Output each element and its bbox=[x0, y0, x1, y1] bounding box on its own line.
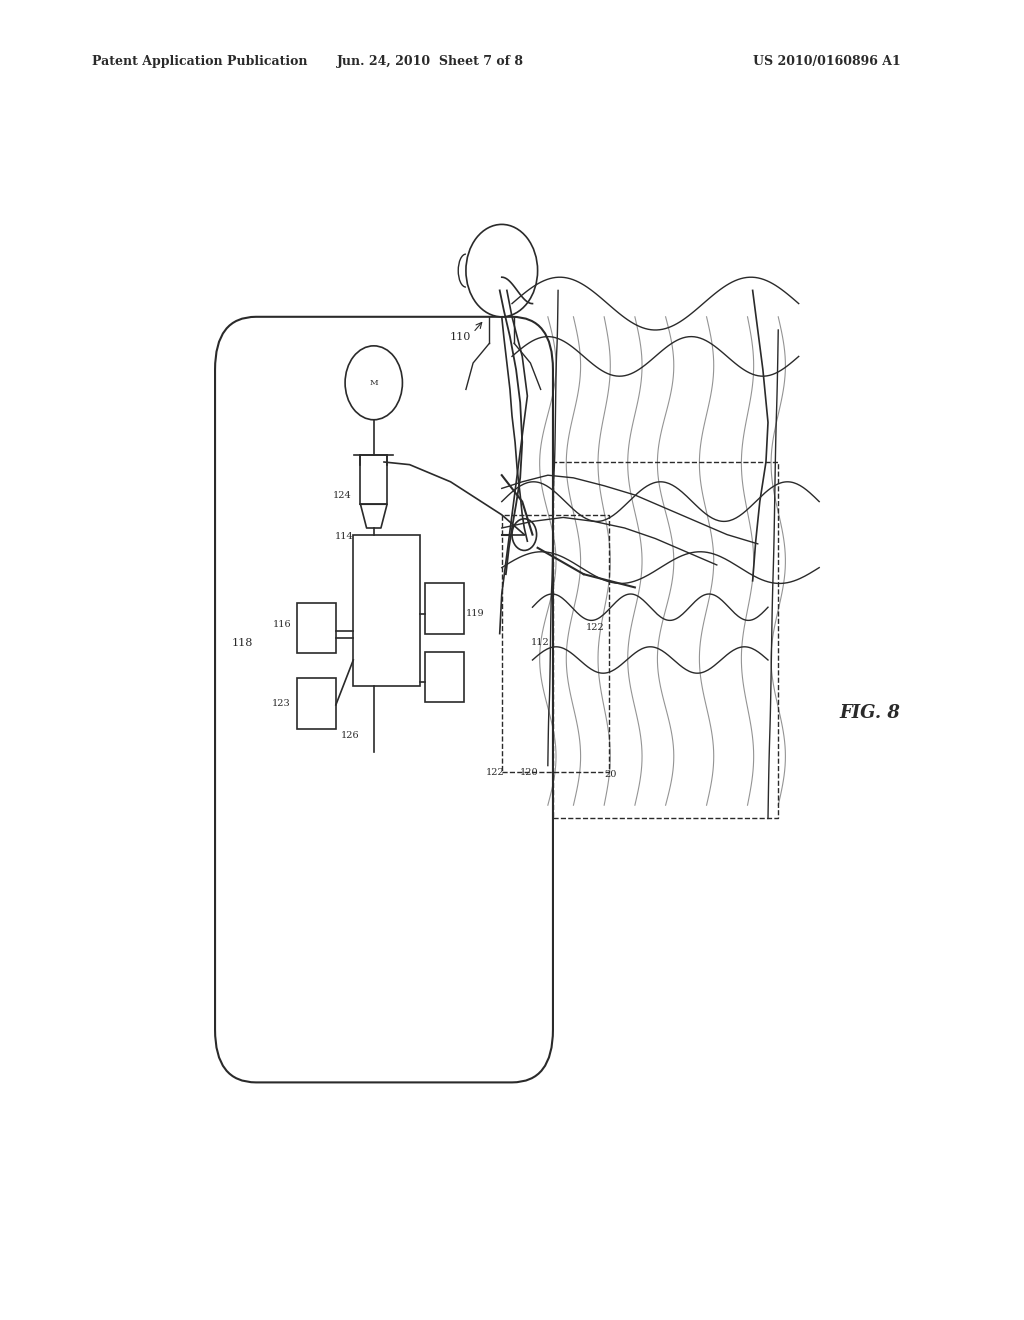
Text: FIG. 8: FIG. 8 bbox=[840, 704, 900, 722]
Text: 126: 126 bbox=[341, 731, 359, 741]
Text: 119: 119 bbox=[466, 610, 484, 618]
Bar bbox=[297, 678, 336, 729]
Circle shape bbox=[512, 519, 537, 550]
Text: 122: 122 bbox=[486, 768, 505, 776]
Text: 114: 114 bbox=[335, 532, 353, 541]
Bar bbox=[425, 583, 464, 634]
Bar bbox=[502, 515, 609, 772]
Text: 124: 124 bbox=[333, 491, 351, 499]
Circle shape bbox=[466, 224, 538, 317]
Text: 20: 20 bbox=[604, 771, 616, 779]
Bar bbox=[353, 535, 420, 686]
Text: Patent Application Publication: Patent Application Publication bbox=[92, 55, 307, 69]
Text: 123: 123 bbox=[272, 700, 291, 708]
Text: 118: 118 bbox=[231, 638, 253, 648]
FancyBboxPatch shape bbox=[215, 317, 553, 1082]
Text: US 2010/0160896 A1: US 2010/0160896 A1 bbox=[754, 55, 901, 69]
Bar bbox=[360, 455, 387, 504]
Text: 112: 112 bbox=[531, 639, 550, 647]
Bar bbox=[425, 652, 464, 702]
Text: 120: 120 bbox=[520, 768, 539, 776]
Circle shape bbox=[345, 346, 402, 420]
Text: M: M bbox=[370, 379, 378, 387]
Bar bbox=[297, 603, 336, 653]
Text: 110: 110 bbox=[450, 331, 471, 342]
Bar bbox=[553, 462, 778, 818]
Text: 116: 116 bbox=[273, 620, 292, 628]
Text: 122: 122 bbox=[586, 623, 604, 631]
Text: Jun. 24, 2010  Sheet 7 of 8: Jun. 24, 2010 Sheet 7 of 8 bbox=[337, 55, 523, 69]
